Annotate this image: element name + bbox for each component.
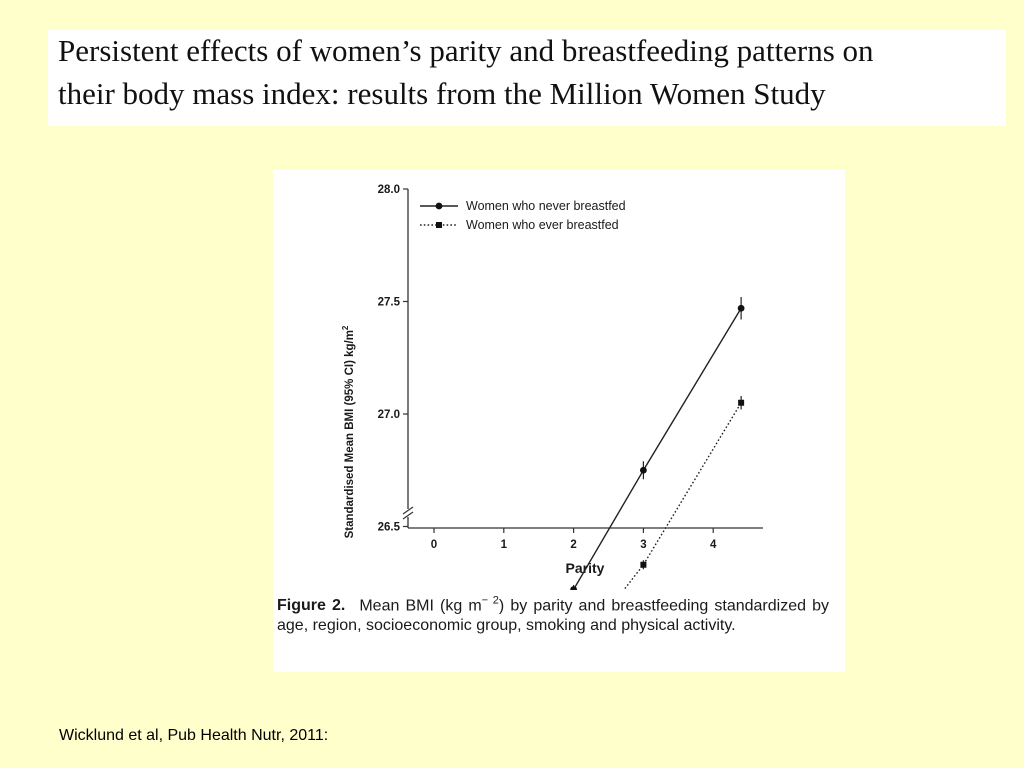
caption-text-after-unit: ) by parity and breastfeeding standardiz… [277,597,829,635]
bmi-parity-chart: Standardised Mean BMI (95% CI) kg/m2 Par… [341,184,763,590]
series-line-2 [622,402,742,590]
x-tick-label: 4 [710,539,717,551]
y-tick-label: 26.5 [378,522,401,534]
x-tick-label: 3 [640,539,646,551]
legend-label: Women who ever breastfed [466,218,619,232]
series-line-1 [570,307,742,590]
data-point-circle [737,304,745,312]
y-tick-label: 28.0 [378,184,400,196]
slide-title-line-2: their body mass index: results from the … [58,76,826,111]
y-axis-title-group: Standardised Mean BMI (95% CI) kg/m2 [341,325,356,538]
x-tick-label: 1 [501,539,508,551]
x-tick-label: 0 [431,539,437,551]
legend-marker-square [436,222,442,228]
caption-unit-superscript: − 2 [481,595,499,607]
x-tick-label: 2 [570,539,576,551]
y-axis-title-text: Standardised Mean BMI (95% CI) kg/m [344,330,356,538]
caption-text-before-unit: Mean BMI (kg m [359,597,482,615]
axis-break-mark [402,506,414,515]
axis-break-gap [403,509,413,517]
data-point-circle [640,466,647,474]
data-point-circle [570,586,577,590]
data-point-square [738,399,745,406]
slide-title-box: Persistent effects of women’s parity and… [48,30,1006,126]
figure-panel: Standardised Mean BMI (95% CI) kg/m2 Par… [273,170,845,672]
slide-title-line-1: Persistent effects of women’s parity and… [58,33,874,68]
citation-text: Wicklund et al, Pub Health Nutr, 2011: [59,727,329,744]
caption-figure-label: Figure 2. [277,597,346,615]
legend-label: Women who never breastfed [466,199,626,213]
axis-break-mark [402,511,414,520]
figure-caption: Figure 2. Mean BMI (kg m− 2) by parity an… [277,591,829,636]
data-point-square [640,561,647,568]
y-tick-label: 27.0 [378,409,400,421]
x-axis-title: Parity [566,560,605,576]
y-axis-title-superscript: 2 [341,325,350,330]
legend-marker-circle [435,202,443,210]
y-tick-label: 27.5 [378,297,401,309]
caption-unit: − 2 [481,595,499,614]
y-axis-title: Standardised Mean BMI (95% CI) kg/m2 [341,325,356,538]
